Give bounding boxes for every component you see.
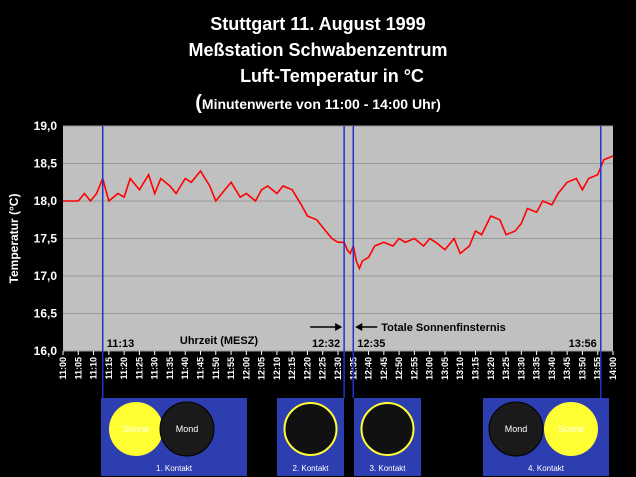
x-tick-label: 11:40 — [180, 357, 190, 380]
x-tick-label: 12:45 — [379, 357, 389, 380]
chart-title-range: Minutenwerte von 11:00 - 14:00 Uhr) — [201, 96, 441, 112]
contact-panel: 2. Kontakt — [277, 398, 344, 476]
moon-disk — [488, 401, 544, 457]
x-tick-label: 13:35 — [532, 357, 542, 380]
x-tick-label: 11:25 — [134, 357, 144, 380]
x-tick-label: 11:20 — [119, 357, 129, 380]
y-tick-label: 16,0 — [34, 344, 58, 358]
x-tick-label: 11:55 — [226, 357, 236, 380]
panel-caption: 3. Kontakt — [369, 464, 406, 473]
contact-time-label: 12:35 — [357, 338, 385, 350]
moon-label: Mond — [176, 424, 199, 434]
y-tick-label: 18,5 — [34, 157, 58, 171]
x-tick-label: 11:50 — [211, 357, 221, 380]
contact-time-label: 11:13 — [107, 338, 135, 350]
x-tick-label: 12:05 — [257, 357, 267, 380]
moon-disk — [159, 401, 215, 457]
contact-panel: 3. Kontakt — [354, 398, 421, 476]
eclipsed-sun-disk — [360, 402, 415, 456]
x-tick-label: 13:20 — [486, 357, 496, 380]
x-tick-label: 13:10 — [455, 357, 465, 380]
x-tick-label: 13:30 — [516, 357, 526, 380]
y-tick-label: 16,5 — [34, 307, 58, 321]
contact-panel: 4. Kontakt Mond Sonne — [483, 398, 609, 476]
chart-title-paren: ( — [195, 92, 202, 114]
x-tick-label: 12:30 — [333, 357, 343, 380]
totality-label: Totale Sonnenfinsternis — [381, 322, 505, 334]
x-tick-label: 12:55 — [409, 357, 419, 380]
panel-caption: 1. Kontakt — [156, 464, 193, 473]
x-tick-label: 12:10 — [272, 357, 282, 380]
x-tick-label: 12:25 — [318, 357, 328, 380]
x-tick-label: 14:00 — [608, 357, 618, 380]
chart-title-line-2: Meßstation Schwabenzentrum — [188, 40, 448, 60]
x-tick-label: 12:20 — [302, 357, 312, 380]
totality-annotation: Totale Sonnenfinsternis — [310, 322, 506, 334]
x-tick-label: 13:50 — [577, 357, 587, 380]
arrowhead-right — [335, 323, 343, 331]
moon-label: Mond — [505, 424, 528, 434]
x-tick-label: 11:00 — [58, 357, 68, 380]
x-tick-label: 13:00 — [425, 357, 435, 380]
x-axis-ticks: 11:00 11:05 11:10 11:15 11:20 11:25 11:30 11:35… — [58, 351, 618, 380]
sun-disk — [544, 402, 598, 456]
y-axis-label: Temperatur (°C) — [7, 194, 21, 284]
chart-title-line-1: Stuttgart 11. August 1999 — [210, 14, 426, 34]
y-tick-label: 17,0 — [34, 269, 58, 283]
eclipsed-sun-disk — [283, 402, 338, 456]
contact-time-label: 13:56 — [569, 338, 597, 350]
x-tick-label: 12:00 — [241, 357, 251, 380]
sun-label: Sonne — [123, 424, 149, 434]
x-tick-label: 12:15 — [287, 357, 297, 380]
x-tick-label: 13:40 — [547, 357, 557, 380]
y-tick-label: 19,0 — [34, 119, 58, 133]
sun-label: Sonne — [558, 424, 584, 434]
x-tick-label: 11:30 — [150, 357, 160, 380]
x-tick-label: 11:35 — [165, 357, 175, 380]
x-tick-label: 11:10 — [89, 357, 99, 380]
x-tick-label: 13:55 — [593, 357, 603, 380]
x-tick-label: 13:15 — [471, 357, 481, 380]
chart-title-line-4: (Minutenwerte von 11:00 - 14:00 Uhr) — [0, 92, 636, 115]
x-tick-label: 11:45 — [196, 357, 206, 380]
x-axis-label: Uhrzeit (MESZ) — [180, 335, 259, 347]
y-tick-label: 17,5 — [34, 232, 58, 246]
sun-disk — [109, 402, 163, 456]
x-tick-label: 12:50 — [394, 357, 404, 380]
y-axis-ticks: 19,0 18,5 18,0 17,5 17,0 16,5 16,0 — [34, 119, 58, 358]
contact-panels: 1. Kontakt Sonne Mond 2. Kontakt 3. Kontakt 4… — [101, 398, 609, 476]
panel-caption: 2. Kontakt — [292, 464, 329, 473]
x-tick-label: 11:15 — [104, 357, 114, 380]
chart-title-line-3: Luft-Temperatur in °C — [240, 66, 424, 86]
temperature-series-line — [63, 155, 614, 271]
contact-time-label: 12:32 — [312, 338, 340, 350]
contact-marker-lines: 11:13 12:32 12:35 13:56 — [101, 126, 602, 398]
arrowhead-left — [355, 323, 363, 331]
x-tick-label: 13:25 — [501, 357, 511, 380]
x-tick-label: 13:45 — [562, 357, 572, 380]
panel-caption: 4. Kontakt — [528, 464, 565, 473]
x-tick-label: 12:40 — [364, 357, 374, 380]
contact-panel: 1. Kontakt Sonne Mond — [101, 398, 247, 476]
x-tick-label: 13:05 — [440, 357, 450, 380]
y-tick-label: 18,0 — [34, 194, 58, 208]
x-tick-label: 11:05 — [73, 357, 83, 380]
